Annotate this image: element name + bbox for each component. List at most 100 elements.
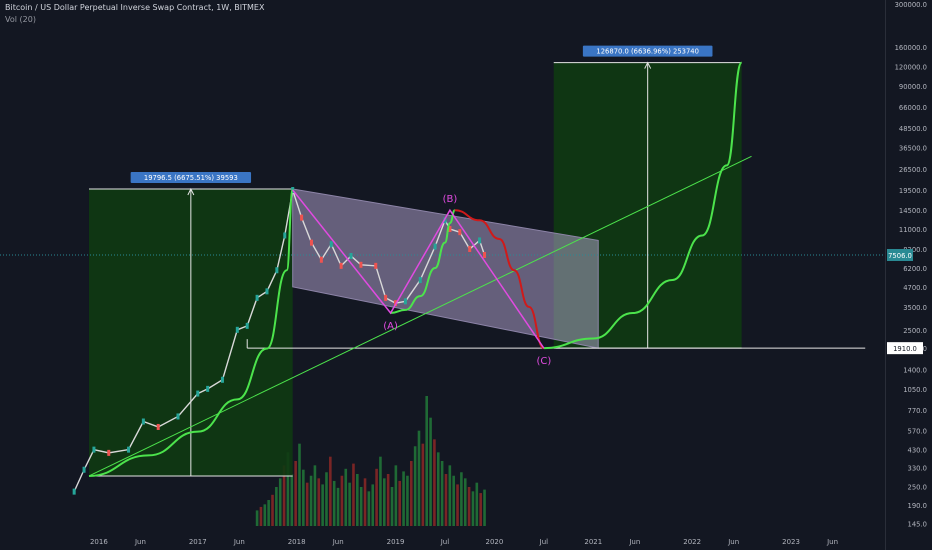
volume-bar bbox=[356, 474, 359, 526]
volume-bar bbox=[444, 474, 448, 526]
parabolic-curve-1 bbox=[88, 189, 294, 477]
volume-bar bbox=[302, 469, 305, 526]
volume-bar bbox=[429, 417, 432, 526]
volume-indicator-label: Vol (20) bbox=[5, 15, 36, 24]
volume-bar bbox=[309, 475, 313, 526]
volume-bar bbox=[471, 491, 475, 526]
volume-bar bbox=[332, 480, 336, 526]
measure-tag-label-right: 126870.0 (6636.96%) 253740 bbox=[596, 48, 699, 56]
price-candle bbox=[443, 217, 447, 224]
level-tag-label: 1910.0 bbox=[893, 345, 917, 353]
price-candle bbox=[339, 262, 343, 269]
time-tick-label: 2023 bbox=[782, 538, 800, 546]
volume-bar bbox=[371, 484, 375, 526]
measure-tag-right bbox=[582, 45, 713, 57]
price-candle bbox=[265, 288, 269, 295]
price-candle bbox=[319, 256, 323, 263]
price-tick-label: 770.0 bbox=[908, 407, 927, 415]
price-candle bbox=[309, 239, 313, 246]
price-tick-label: 1050.0 bbox=[903, 386, 927, 394]
price-candle bbox=[141, 418, 145, 425]
volume-bar bbox=[359, 487, 363, 526]
price-tick-label: 570.0 bbox=[908, 427, 927, 435]
parabolic-curve-2 bbox=[390, 209, 456, 315]
price-tick-label: 1400.0 bbox=[903, 366, 927, 374]
volume-bar bbox=[278, 478, 282, 526]
price-tick-label: 26500.0 bbox=[899, 166, 927, 174]
parabolic-curve-3 bbox=[543, 61, 743, 350]
volume-bar bbox=[425, 396, 429, 526]
volume-bar bbox=[383, 478, 386, 526]
volume-bar bbox=[352, 463, 355, 526]
price-tick-label: 145.0 bbox=[908, 521, 927, 529]
price-candle bbox=[418, 276, 422, 283]
time-tick-label: 2022 bbox=[683, 538, 701, 546]
volume-bar bbox=[375, 468, 378, 526]
volume-bar bbox=[421, 443, 425, 526]
price-tick-label: 250.0 bbox=[908, 484, 927, 492]
price-candle bbox=[374, 262, 378, 269]
volume-bar bbox=[344, 468, 348, 526]
volume-bar bbox=[367, 491, 371, 526]
volume-bar bbox=[271, 494, 274, 526]
time-axis[interactable]: 2016 Jun 2017 Jun 2018 Jun 2019 Jul 2020 Jul 2021 J… bbox=[90, 538, 838, 546]
volume-bar bbox=[286, 452, 290, 526]
channel-fill bbox=[292, 188, 599, 349]
current-price-tag bbox=[887, 249, 913, 262]
volume-bar bbox=[440, 461, 444, 526]
price-layer bbox=[0, 187, 885, 495]
volume-bar bbox=[479, 493, 482, 526]
volume-bar bbox=[448, 465, 452, 526]
price-tick-label: 190.0 bbox=[908, 502, 927, 510]
volume-bar bbox=[467, 487, 471, 526]
price-candle bbox=[107, 449, 111, 456]
volume-bar bbox=[329, 456, 332, 526]
volume-bar bbox=[321, 484, 324, 526]
volume-bar bbox=[267, 500, 270, 526]
price-tick-label: 14500.0 bbox=[899, 207, 927, 215]
price-tick-label: 430.0 bbox=[908, 447, 927, 455]
price-candle bbox=[458, 229, 462, 236]
time-tick-label: 2016 bbox=[90, 538, 108, 546]
price-candle bbox=[433, 243, 437, 250]
volume-bar bbox=[298, 443, 301, 526]
chart-title: Bitcoin / US Dollar Perpetual Inverse Sw… bbox=[5, 3, 265, 12]
wave-label: (C) bbox=[536, 356, 551, 367]
time-tick-label: 2021 bbox=[584, 538, 602, 546]
volume-bar bbox=[409, 461, 413, 526]
time-tick-label: 2018 bbox=[288, 538, 306, 546]
time-tick-label: Jul bbox=[440, 538, 450, 546]
price-candle bbox=[220, 376, 224, 383]
volume-bar bbox=[340, 475, 344, 526]
volume-layer bbox=[255, 396, 486, 526]
price-candle bbox=[275, 267, 279, 274]
volume-bar bbox=[463, 478, 467, 526]
price-candle bbox=[448, 225, 452, 232]
price-tick-label: 11000.0 bbox=[899, 226, 927, 234]
time-tick-label: Jun bbox=[332, 538, 344, 546]
price-axis[interactable]: 300000.0 160000.0 120000.0 90000.0 66000.0 48… bbox=[887, 1, 927, 529]
measure-boxes: 19796.5 (6675.51%) 39593 126870.0 (6636.9… bbox=[88, 45, 742, 477]
volume-bar bbox=[402, 471, 405, 526]
volume-bar bbox=[275, 487, 278, 526]
volume-bar bbox=[259, 506, 263, 526]
current-price-tag-label: 7506.0 bbox=[888, 252, 912, 260]
volume-bar bbox=[282, 465, 286, 526]
volume-bar bbox=[433, 439, 436, 526]
price-candle bbox=[349, 252, 353, 259]
price-candle bbox=[478, 237, 482, 244]
time-tick-label: Jul bbox=[539, 538, 549, 546]
volume-bar bbox=[255, 510, 259, 526]
price-tick-label: 36500.0 bbox=[899, 144, 927, 152]
price-tick-label: 4700.0 bbox=[903, 284, 927, 292]
price-tick-label: 330.0 bbox=[908, 465, 927, 473]
volume-bar bbox=[483, 489, 486, 526]
price-tick-label: 120000.0 bbox=[895, 63, 927, 71]
price-candle bbox=[82, 466, 86, 473]
time-tick-label: Jun bbox=[727, 538, 739, 546]
volume-bar bbox=[263, 504, 267, 526]
volume-bar bbox=[452, 475, 455, 526]
volume-bar bbox=[363, 478, 367, 526]
price-candle bbox=[283, 232, 287, 239]
